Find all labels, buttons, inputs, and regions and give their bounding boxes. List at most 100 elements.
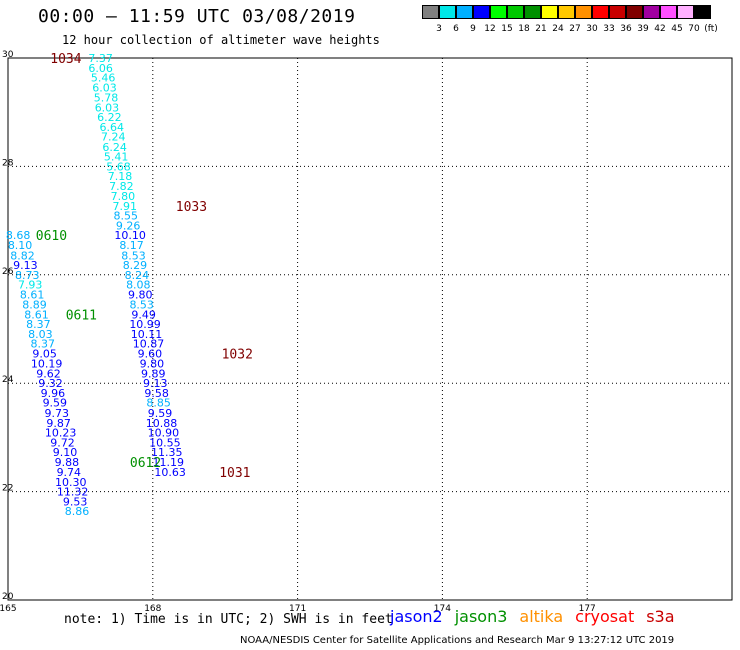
wave-height-label-jason3: 11.32 [57,486,89,499]
colorbar-swatch [507,5,524,19]
wave-height-label-cryosat: 11.19 [152,456,184,469]
wave-height-label-jason3: 9.96 [41,387,66,400]
wave-height-label-jason3: 8.89 [22,299,47,312]
mission-legend-jason2: jason2 [390,607,443,626]
mission-legend-altika: altika [519,607,564,626]
wave-height-label-cryosat: 8.53 [129,299,154,312]
wave-height-label-cryosat: 10.10 [114,229,146,242]
y-tick-label: 20 [2,592,14,602]
colorbar-tick-label: 9 [470,24,476,34]
wave-height-label-jason3: 8.68 [6,229,31,242]
wave-height-label-jason3: 10.23 [45,427,77,440]
wave-height-label-cryosat: 6.22 [97,111,122,124]
wave-height-label-jason3: 9.59 [43,397,68,410]
wave-height-label-jason3: 8.61 [20,288,45,301]
wave-height-label-jason3: 9.62 [36,367,61,380]
wave-height-label-cryosat: 10.90 [148,427,180,440]
colorbar-swatch [524,5,541,19]
wave-height-label-jason3: 9.87 [46,417,71,430]
colorbar-tick-label: 6 [453,24,459,34]
wave-height-label-cryosat: 5.78 [94,92,119,105]
colorbar-swatch [694,5,711,19]
wave-height-label-cryosat: 6.64 [100,121,125,134]
credit-line: NOAA/NESDIS Center for Satellite Applica… [240,635,675,646]
wave-height-label-cryosat: 6.03 [95,101,120,114]
colorbar-swatch [626,5,643,19]
colorbar-swatch [643,5,660,19]
wave-height-label-cryosat: 6.03 [92,81,117,94]
colorbar-tick-label: 18 [518,24,530,34]
pass-time-annotation: 1034 [50,52,81,67]
colorbar-tick-label: (ft) [704,24,718,34]
y-tick-label: 28 [2,158,14,168]
colorbar-swatch [609,5,626,19]
wave-height-label-cryosat: 5.46 [91,72,116,85]
wave-height-label-cryosat: 10.63 [154,466,186,479]
colorbar-swatch [490,5,507,19]
y-tick-label: 24 [2,375,14,385]
colorbar-swatch [439,5,456,19]
pass-time-annotation: 0612 [130,456,161,471]
colorbar-swatch [422,5,439,19]
wave-height-label-cryosat: 8.53 [121,249,146,262]
colorbar-swatch [473,5,490,19]
x-tick-label: 168 [144,604,161,614]
wave-height-label-cryosat: 10.99 [129,318,161,331]
wave-height-label-cryosat: 10.55 [149,436,181,449]
wave-height-label-cryosat: 5.41 [104,151,129,164]
colorbar-tick-label: 45 [671,24,683,34]
wave-height-label-cryosat: 6.24 [102,141,127,154]
wave-height-label-cryosat: 8.24 [125,269,150,282]
wave-height-label-cryosat: 9.60 [138,347,163,360]
wave-height-label-jason3: 9.88 [55,456,80,469]
y-tick-label: 26 [2,267,14,277]
x-tick-label: 165 [0,604,17,614]
wave-height-label-jason3: 7.93 [18,279,43,292]
wave-height-label-cryosat: 7.82 [109,180,134,193]
wave-height-label-jason3: 9.73 [44,407,69,420]
plot-frame [7,57,733,601]
wave-height-label-cryosat: 10.87 [133,338,165,351]
wave-height-label-cryosat: 7.91 [113,200,138,213]
colorbar-tick-label: 70 [688,24,700,34]
colorbar-swatch [456,5,473,19]
colorbar-swatch [575,5,592,19]
wave-height-label-jason3: 9.05 [32,347,57,360]
wave-height-label-jason3: 9.53 [63,495,88,508]
colorbar-swatch [541,5,558,19]
wave-height-label-jason3: 8.03 [28,328,53,341]
wave-height-label-jason3: 8.86 [65,505,90,518]
colorbar-tick-label: 36 [620,24,632,34]
wave-height-label-cryosat: 8.85 [146,397,171,410]
wave-height-label-cryosat: 9.49 [131,308,156,321]
wave-height-label-jason3: 10.19 [31,358,63,371]
wave-height-label-cryosat: 9.80 [128,288,153,301]
wave-height-label-cryosat: 9.13 [143,377,168,390]
wave-height-label-jason3: 9.72 [50,436,75,449]
wave-height-label-cryosat: 9.80 [140,358,165,371]
pass-time-annotation: 1033 [176,200,207,215]
wave-height-label-jason3: 9.13 [13,259,38,272]
mission-legend-s3a: s3a [646,607,675,626]
wave-height-label-cryosat: 9.89 [141,367,166,380]
colorbar-tick-label: 42 [654,24,666,34]
colorbar-tick-label: 30 [586,24,598,34]
y-tick-label: 22 [2,484,13,494]
wave-height-label-jason3: 8.73 [15,269,40,282]
x-tick-label: 177 [579,604,596,614]
colorbar-tick-label: 3 [436,24,442,34]
wave-height-label-jason3: 9.10 [53,446,78,459]
wave-height-label-cryosat: 11.35 [151,446,183,459]
colorbar-tick-label: 21 [535,24,547,34]
mission-legend-cryosat: cryosat [575,607,635,626]
wave-height-label-cryosat: 7.24 [101,131,126,144]
y-tick-label: 30 [2,50,14,60]
wave-height-label-jason3: 8.82 [10,249,35,262]
wave-height-label-jason3: 9.32 [38,377,63,390]
chart-title: 00:00 — 11:59 UTC 03/08/2019 [38,6,356,27]
mission-legend: jason2 jason3 altika cryosat s3a [390,607,687,626]
wave-height-label-cryosat: 9.26 [116,219,141,232]
x-tick-label: 171 [289,604,306,614]
wave-height-label-cryosat: 5.68 [106,160,131,173]
